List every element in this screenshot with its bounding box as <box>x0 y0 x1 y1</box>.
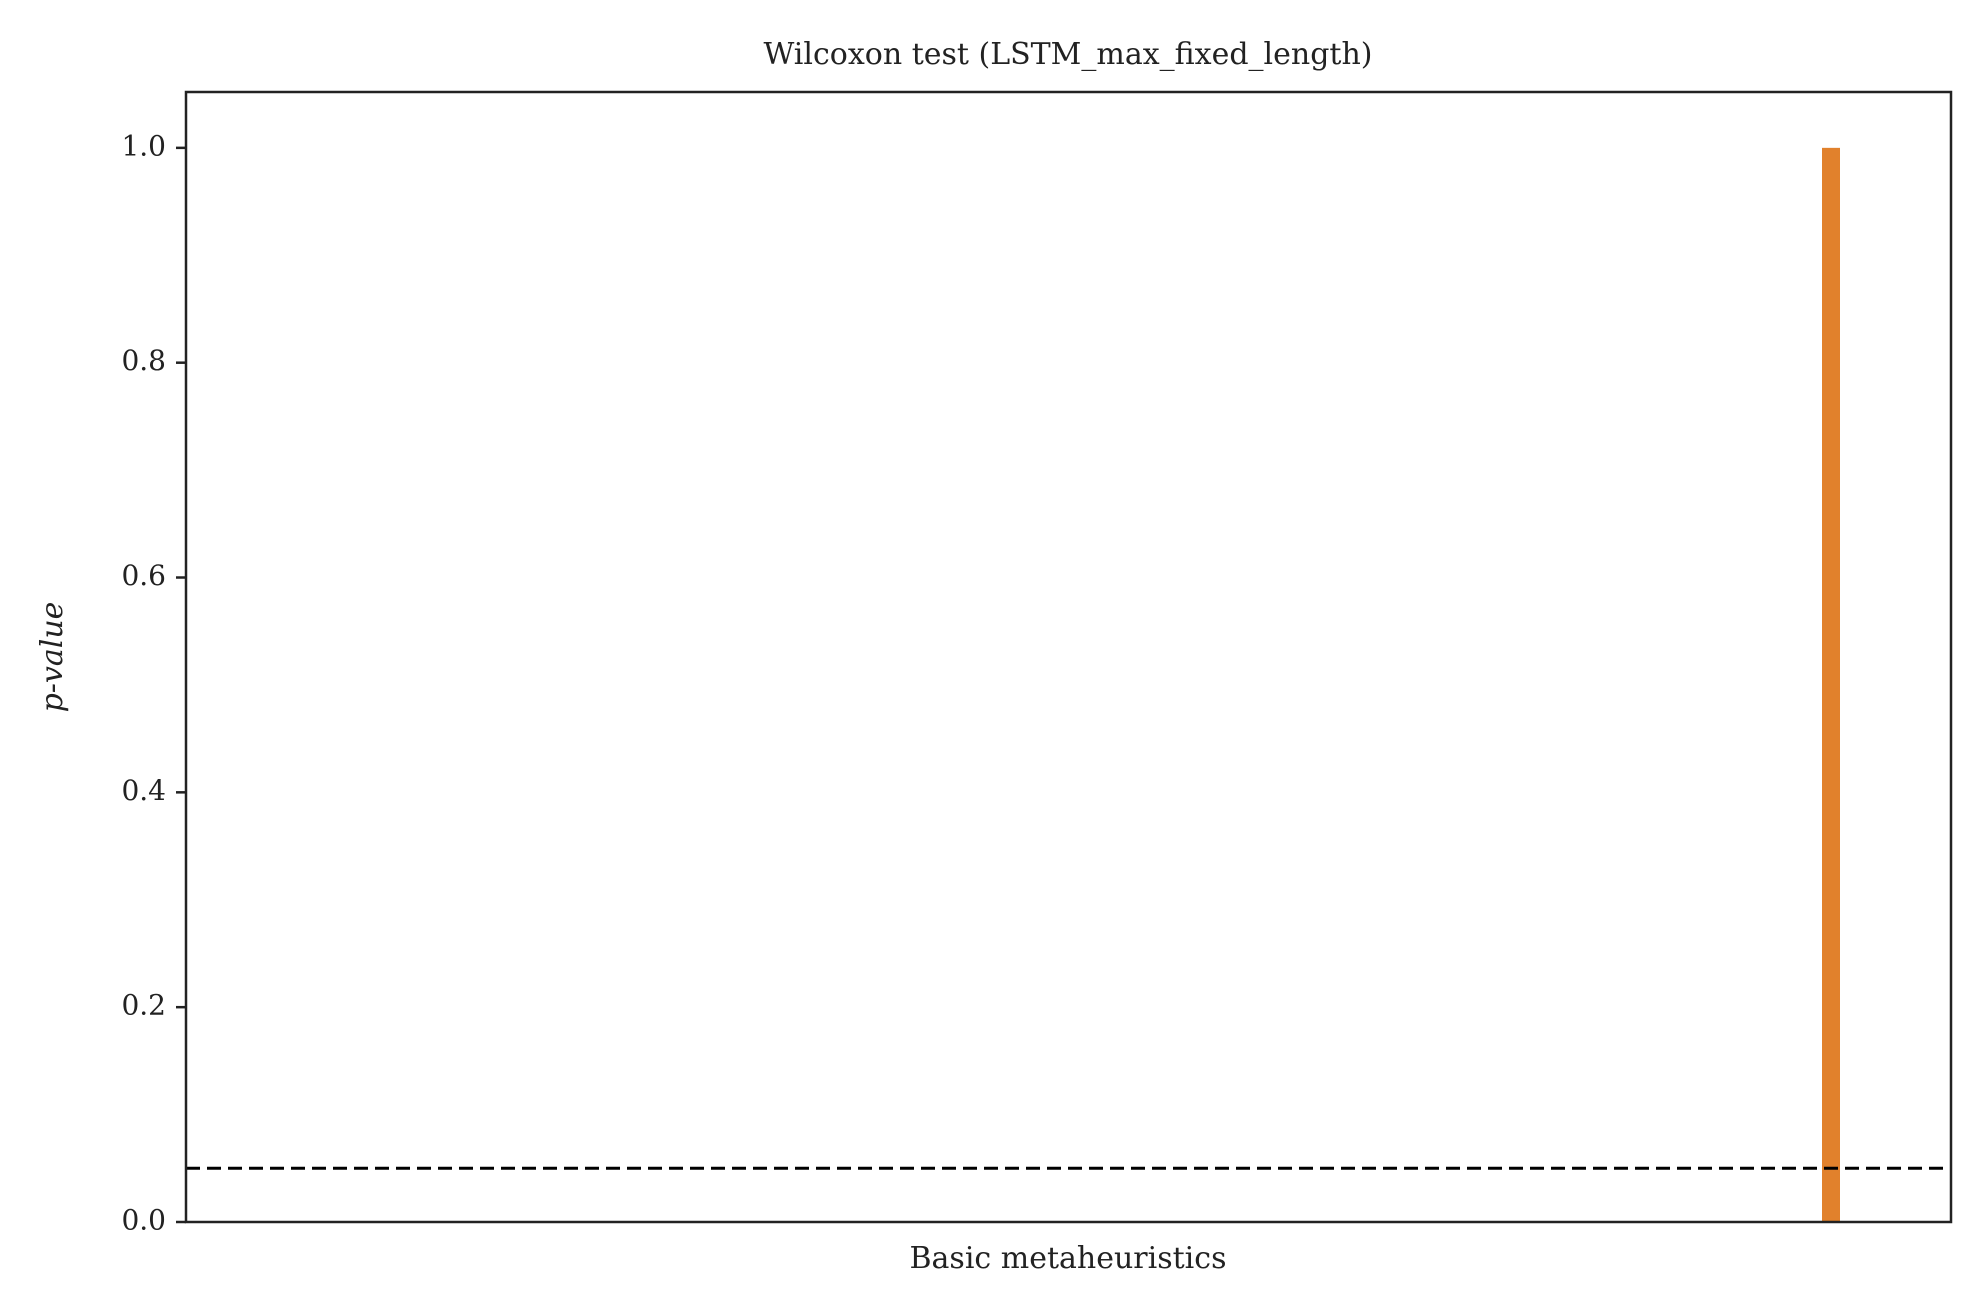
bar <box>1822 147 1840 1223</box>
y-tick-label: 0.6 <box>121 559 166 592</box>
x-axis-label: Basic metaheuristics <box>910 1241 1227 1276</box>
y-tick-label: 0.8 <box>121 344 166 377</box>
y-axis-label: p-value <box>35 602 70 713</box>
chart-title: Wilcoxon test (LSTM_max_fixed_length) <box>764 37 1373 72</box>
y-tick-label: 0.0 <box>121 1204 166 1237</box>
y-tick-label: 0.2 <box>121 989 166 1022</box>
y-tick-label: 1.0 <box>121 129 166 162</box>
y-tick-label: 0.4 <box>121 774 166 807</box>
plot-frame <box>184 90 1953 1224</box>
